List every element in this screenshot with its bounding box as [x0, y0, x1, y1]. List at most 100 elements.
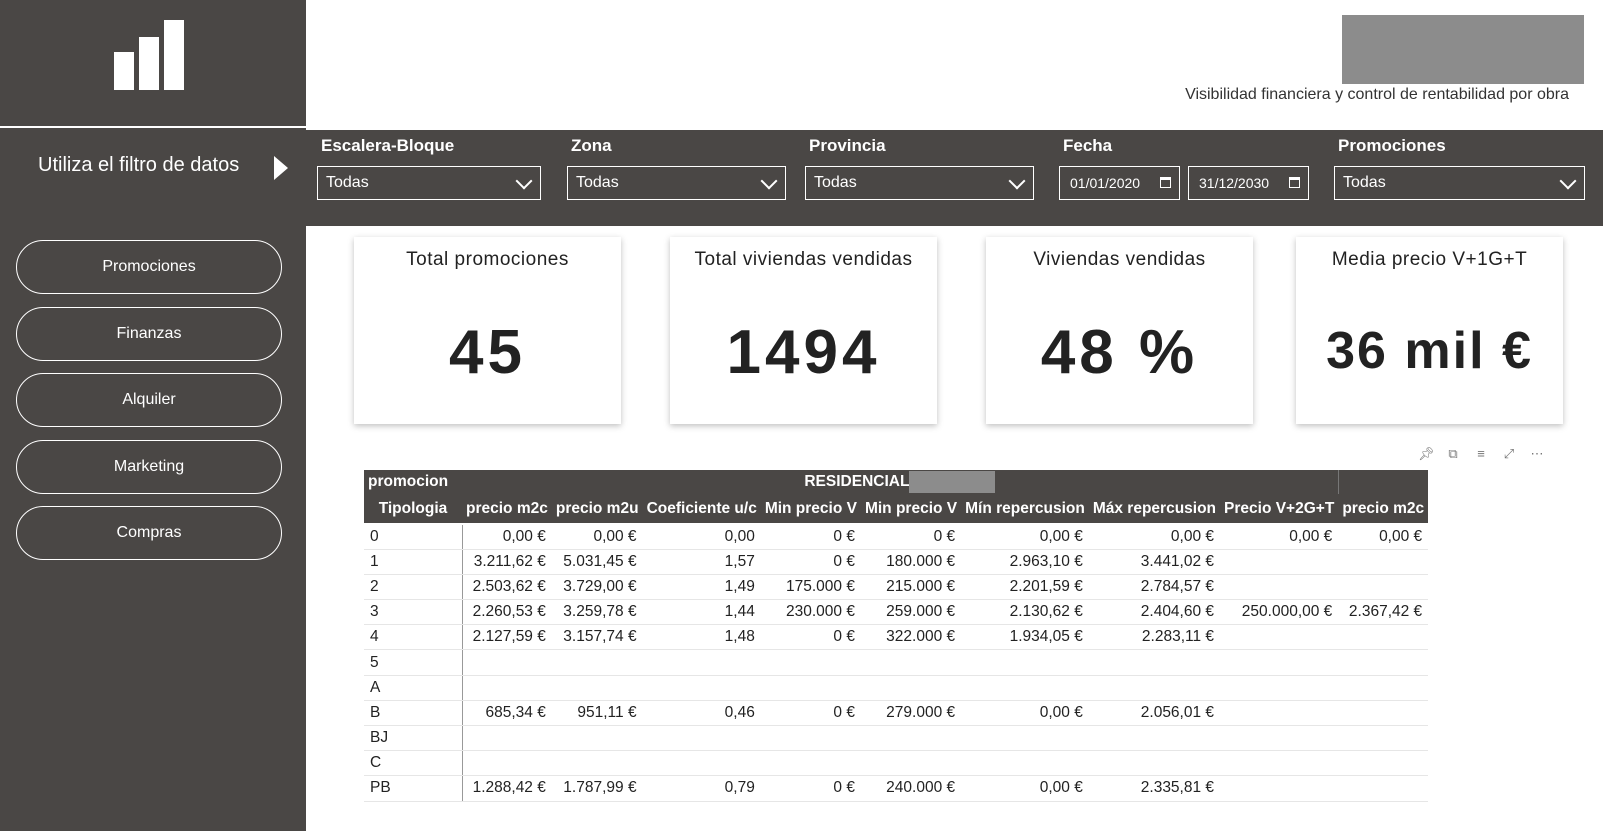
calendar-icon[interactable]: [1160, 177, 1171, 188]
table-cell: 175.000 €: [760, 574, 861, 601]
table-cell: [1088, 725, 1221, 752]
column-header[interactable]: Min precio V: [860, 494, 962, 525]
kpi-value: 48 %: [1040, 318, 1199, 387]
table-cell: 2.963,10 €: [961, 549, 1089, 575]
filter-hint: Utiliza el filtro de datos: [38, 154, 240, 176]
column-header[interactable]: precio m2u: [551, 494, 643, 525]
filter-label-fecha: Fecha: [1063, 136, 1113, 155]
kpi-card-viviendas-vendidas: Viviendas vendidas 48 %: [986, 237, 1253, 424]
date-to-input[interactable]: 31/12/2030: [1188, 166, 1309, 200]
group-header-residencial[interactable]: RESIDENCIAL: [462, 470, 1339, 494]
focus-mode-icon[interactable]: ⤢: [1503, 446, 1515, 461]
date-to-value: 31/12/2030: [1199, 175, 1270, 191]
filter-label-escalera: Escalera-Bloque: [321, 136, 455, 155]
table-cell: 0,00 €: [961, 775, 1089, 802]
table-row: BJ: [364, 725, 1429, 752]
table-cell: [1088, 649, 1221, 676]
copy-icon[interactable]: ⧉: [1448, 446, 1458, 461]
table-row: 1 3.211,62 €5.031,45 €1,57 0 €180.000 €2.9…: [364, 549, 1429, 575]
table-cell: [551, 675, 643, 701]
column-header[interactable]: Min precio V: [760, 494, 861, 525]
table-cell: 0 €: [760, 524, 861, 550]
calendar-icon[interactable]: [1289, 177, 1300, 188]
table-cell: [551, 750, 643, 777]
table-cell: [462, 725, 552, 752]
table-cell: [1220, 775, 1339, 802]
table-cell: [1220, 574, 1339, 601]
table-row: 4 2.127,59 €3.157,74 €1,48 0 €322.000 €1.9…: [364, 624, 1429, 651]
date-from-input[interactable]: 01/01/2020: [1059, 166, 1180, 200]
table-cell: [1338, 775, 1429, 802]
column-header[interactable]: Mín repercusion: [961, 494, 1089, 525]
pin-icon[interactable]: 📌︎: [1418, 446, 1435, 461]
row-label-cell: C: [364, 750, 463, 777]
chevron-down-icon: [1559, 172, 1577, 190]
table-cell: 0 €: [760, 775, 861, 802]
nav-button-compras[interactable]: Compras: [16, 506, 282, 560]
table-cell: 2.283,11 €: [1088, 624, 1221, 651]
table-cell: 0,00 €: [961, 524, 1089, 550]
table-cell: 1.288,42 €: [462, 775, 552, 802]
table-cell: [1088, 675, 1221, 701]
table-cell: 0,00 €: [462, 524, 552, 550]
table-cell: 1,57: [642, 549, 761, 575]
promociones-select[interactable]: Todas: [1334, 166, 1585, 200]
table-cell: [551, 649, 643, 676]
table-cell: [961, 725, 1089, 752]
column-header[interactable]: Coeficiente u/c: [642, 494, 761, 525]
table-cell: [642, 725, 761, 752]
table-cell: 2.503,62 €: [462, 574, 552, 601]
visual-header-icons: 📌︎ ⧉ ≡ ⤢ ⋯: [1418, 446, 1544, 462]
table-cell: 0,00 €: [1338, 524, 1429, 550]
table-row: 3 2.260,53 €3.259,78 €1,44 230.000 €259.00…: [364, 599, 1429, 626]
escalera-select[interactable]: Todas: [317, 166, 541, 200]
table-row: 5: [364, 649, 1429, 676]
column-header[interactable]: precio m2c: [462, 494, 552, 525]
table-cell: 1,48: [642, 624, 761, 651]
filter-label-zona: Zona: [571, 136, 612, 155]
filter-label-promociones: Promociones: [1338, 136, 1446, 155]
column-header[interactable]: Máx repercusion: [1088, 494, 1221, 525]
table-cell: 0 €: [760, 624, 861, 651]
table-cell: 0 €: [860, 524, 962, 550]
table-cell: [961, 675, 1089, 701]
table-cell: 3.211,62 €: [462, 549, 552, 575]
kpi-card-total-promociones: Total promociones 45: [354, 237, 621, 424]
column-header[interactable]: precio m2c: [1338, 494, 1429, 525]
table-cell: 0,00 €: [1088, 524, 1221, 550]
nav-button-finanzas[interactable]: Finanzas: [16, 307, 282, 361]
row-label-cell: 0: [364, 524, 463, 550]
nav-button-marketing[interactable]: Marketing: [16, 440, 282, 494]
table-cell: [1220, 624, 1339, 651]
more-options-icon[interactable]: ⋯: [1530, 446, 1544, 461]
provincia-select[interactable]: Todas: [805, 166, 1034, 200]
nav-button-promociones[interactable]: Promociones: [16, 240, 282, 294]
table-row: A: [364, 675, 1429, 701]
table-row: B 685,34 €951,11 €0,46 0 €279.000 €0,00 €2…: [364, 700, 1429, 727]
table-row: C: [364, 750, 1429, 777]
row-header-promocion[interactable]: promocion: [364, 470, 462, 494]
nav-button-alquiler[interactable]: Alquiler: [16, 373, 282, 427]
table-cell: [1088, 750, 1221, 777]
table-cell: 5.031,45 €: [551, 549, 643, 575]
table-cell: [1220, 675, 1339, 701]
table-cell: 2.201,59 €: [961, 574, 1089, 601]
kpi-value: 45: [449, 318, 526, 387]
table-cell: [760, 675, 861, 701]
sidebar: Utiliza el filtro de datos Promociones F…: [0, 0, 306, 831]
header-logo-placeholder: [1342, 15, 1584, 84]
table-cell: 3.441,02 €: [1088, 549, 1221, 575]
column-header[interactable]: Precio V+2G+T: [1220, 494, 1339, 525]
kpi-title: Viviendas vendidas: [1033, 249, 1206, 270]
column-header[interactable]: Tipologia: [364, 494, 462, 525]
table-cell: [1338, 675, 1429, 701]
zona-select[interactable]: Todas: [567, 166, 786, 200]
filter-icon[interactable]: ≡: [1477, 446, 1485, 461]
table-cell: [642, 675, 761, 701]
table-cell: 259.000 €: [860, 599, 962, 626]
table-cell: 2.260,53 €: [462, 599, 552, 626]
table-cell: [1220, 549, 1339, 575]
table-cell: 685,34 €: [462, 700, 552, 727]
table-cell: 0,00: [642, 524, 761, 550]
table-cell: 0 €: [760, 700, 861, 727]
